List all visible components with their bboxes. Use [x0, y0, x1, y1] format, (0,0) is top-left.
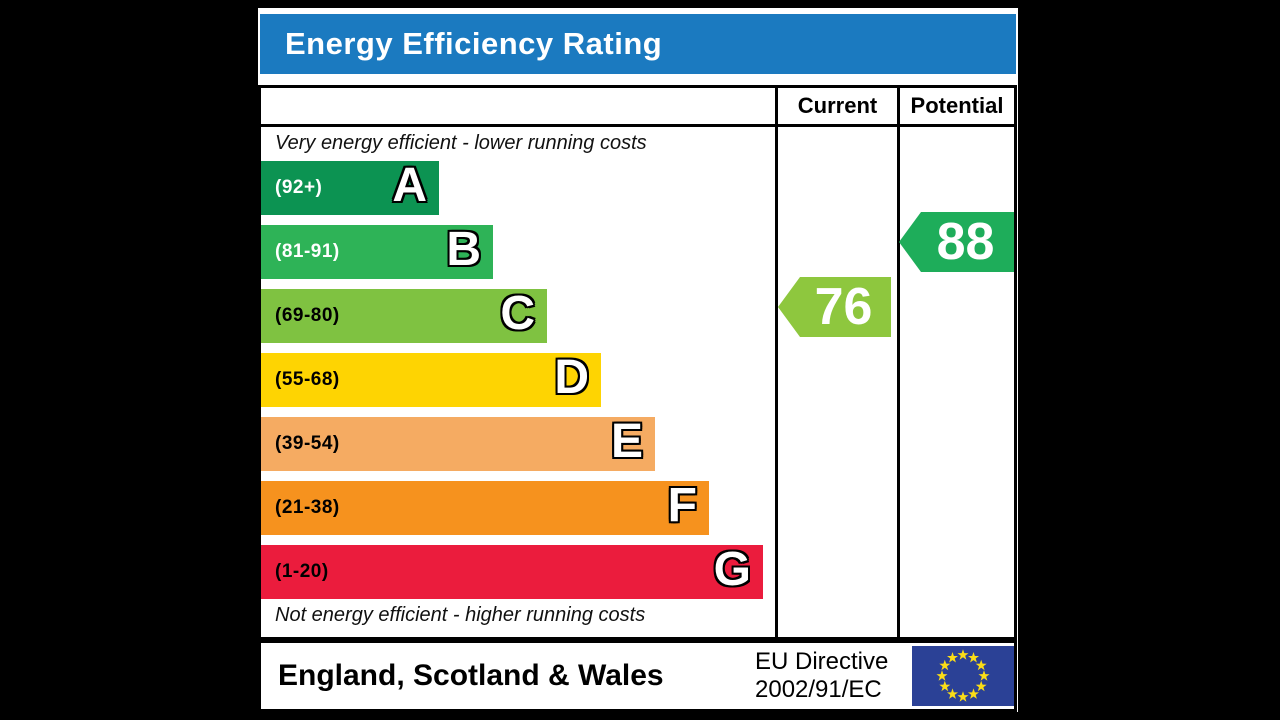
potential-rating-value: 88 [936, 213, 995, 271]
band-c: (69-80) C [261, 289, 547, 343]
band-letter: B [446, 223, 481, 277]
region-label: England, Scotland & Wales [278, 659, 664, 692]
top-note: Very energy efficient - lower running co… [275, 132, 647, 154]
band-range-label: (55-68) [275, 369, 340, 390]
band-letter: F [667, 479, 697, 533]
band-letter: A [392, 159, 427, 213]
eu-flag-icon [912, 646, 1014, 706]
footer-bar: England, Scotland & Wales EU Directive 2… [258, 640, 1017, 712]
header-row-divider [261, 124, 1014, 127]
potential-column-header: Potential [910, 93, 1004, 118]
band-a: (92+) A [261, 161, 439, 215]
bottom-note: Not energy efficient - higher running co… [275, 604, 646, 626]
band-range-label: (21-38) [275, 497, 340, 518]
potential-column-divider [897, 88, 900, 637]
band-range-label: (81-91) [275, 241, 340, 262]
band-letter: G [713, 543, 751, 597]
band-e: (39-54) E [261, 417, 655, 471]
band-letter: C [500, 287, 535, 341]
band-range-label: (39-54) [275, 433, 340, 454]
band-range-label: (69-80) [275, 305, 340, 326]
band-letter: D [554, 351, 589, 405]
band-range-label: (1-20) [275, 561, 329, 582]
title-bar: Energy Efficiency Rating [260, 14, 1016, 74]
page-title: Energy Efficiency Rating [285, 26, 663, 61]
current-column-divider [775, 88, 778, 637]
band-f: (21-38) F [261, 481, 709, 535]
current-rating-value: 76 [814, 278, 873, 336]
epc-certificate-panel: Energy Efficiency Rating Current Potenti… [258, 8, 1018, 712]
band-b: (81-91) B [261, 225, 493, 279]
eu-directive-label: EU Directive 2002/91/EC [755, 648, 889, 703]
potential-rating-arrow: 88 [899, 212, 1014, 272]
current-column-header: Current [797, 93, 878, 118]
rating-table: Current Potential Very energy efficient … [258, 85, 1017, 640]
band-letter: E [610, 415, 643, 469]
band-d: (55-68) D [261, 353, 601, 407]
band-range-label: (92+) [275, 177, 323, 198]
band-g: (1-20) G [261, 545, 763, 599]
current-rating-arrow: 76 [778, 277, 891, 337]
